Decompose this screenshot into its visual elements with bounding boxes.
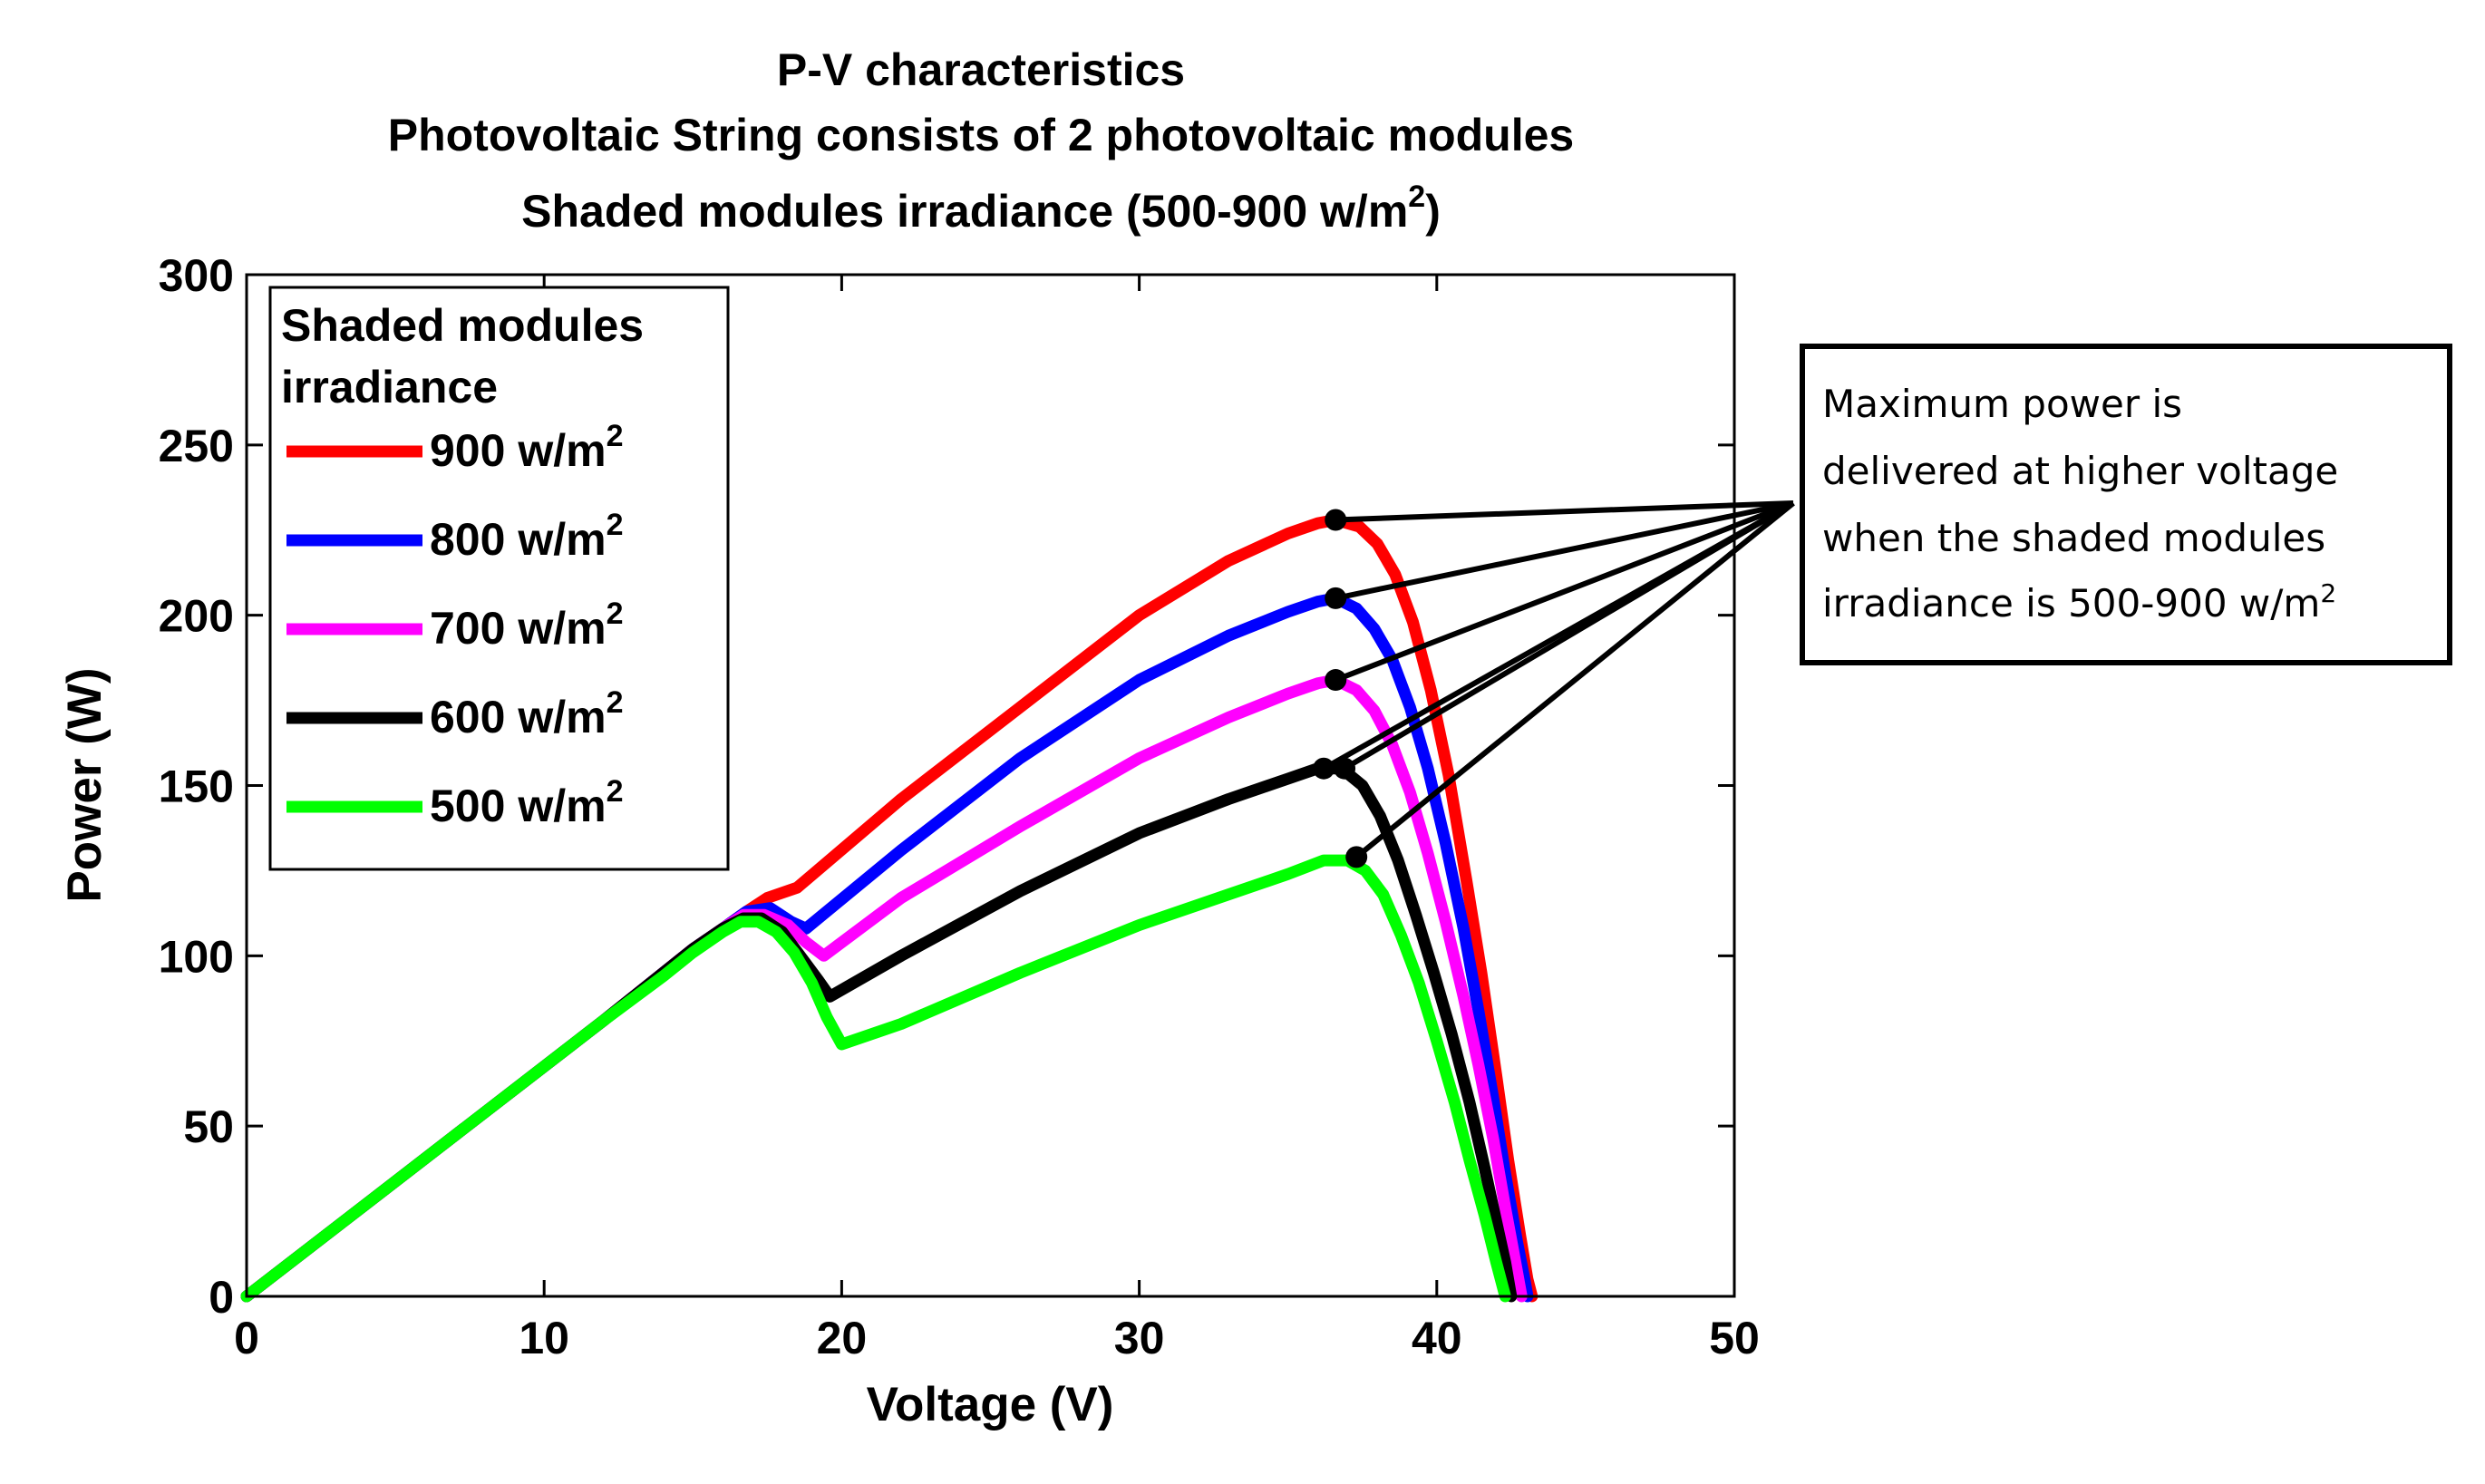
callout-leader-line: [1343, 500, 1795, 771]
annotation-line-4-text: irradiance is 500-900 w/m: [1822, 581, 2320, 626]
mpp-marker: [1345, 846, 1368, 868]
tick-group: 0 10 20 30 40 50 0 50 100 150 200 250 300: [159, 250, 1760, 1363]
mpp-marker: [1325, 669, 1347, 692]
x-tick-label: 0: [234, 1313, 259, 1363]
legend-label: 700 w/m2: [430, 597, 623, 654]
y-tick-label: 300: [159, 250, 234, 301]
mpp-marker: [1325, 509, 1347, 531]
legend-box: [268, 286, 730, 871]
annotation-callout: Maximum power is delivered at higher vol…: [1800, 344, 2452, 665]
callout-leader-line: [1335, 500, 1795, 683]
mpp-marker: [1334, 757, 1356, 780]
x-tick-label: 30: [1114, 1313, 1165, 1363]
legend-title-line-1: Shaded modules: [281, 300, 644, 351]
legend-label: 900 w/m2: [430, 419, 623, 476]
annotation-line-4-sup: 2: [2320, 578, 2336, 608]
y-tick-label: 250: [159, 421, 234, 471]
legend-label: 600 w/m2: [430, 685, 623, 742]
y-tick-label: 200: [159, 591, 234, 642]
annotation-line-4: irradiance is 500-900 w/m2: [1822, 578, 2336, 626]
legend-label-text: 600 w/m: [430, 692, 607, 742]
callout-group: [1313, 500, 1795, 868]
callout-leader-line: [1354, 500, 1795, 859]
chart-title-line-2: Photovoltaic String consists of 2 photov…: [388, 110, 1574, 160]
series-group: [240, 514, 1539, 1303]
mpp-marker: [1313, 757, 1335, 780]
mpp-marker: [1325, 587, 1347, 609]
series-line-500: [240, 854, 1511, 1303]
chart-title-line-1: P-V characteristics: [777, 44, 1185, 95]
x-tick-label: 20: [817, 1313, 868, 1363]
x-axis-label: Voltage (V): [867, 1378, 1114, 1431]
legend-label: 800 w/m2: [430, 508, 623, 565]
annotation-box: [1800, 344, 2452, 665]
chart-title-line-3: Shaded modules irradiance (500-900 w/m2): [521, 179, 1441, 237]
chart-title-line-3-sup: 2: [1408, 179, 1425, 214]
legend-label-sup: 2: [607, 508, 624, 542]
legend-label-sup: 2: [607, 419, 624, 453]
y-tick-label: 0: [209, 1272, 234, 1323]
annotation-line-2: delivered at higher voltage: [1822, 449, 2338, 493]
callout-leader-line: [1335, 500, 1794, 523]
x-tick-label: 10: [519, 1313, 569, 1363]
annotation-line-1: Maximum power is: [1822, 382, 2182, 426]
legend-label-sup: 2: [607, 597, 624, 631]
chart-title-line-3-end: ): [1425, 186, 1441, 237]
y-tick-label: 50: [183, 1101, 234, 1152]
legend-label-text: 800 w/m: [430, 514, 607, 565]
legend-label-sup: 2: [607, 685, 624, 720]
x-tick-label: 50: [1709, 1313, 1760, 1363]
legend-title-line-2: irradiance: [281, 362, 498, 412]
y-tick-label: 100: [159, 931, 234, 982]
y-tick-label: 150: [159, 761, 234, 812]
annotation-line-3: when the shaded modules: [1822, 516, 2325, 560]
legend-label-text: 700 w/m: [430, 603, 607, 654]
legend-label-sup: 2: [607, 774, 624, 809]
y-axis-label: Power (W): [58, 667, 112, 902]
legend-label: 500 w/m2: [430, 774, 623, 831]
legend-label-text: 500 w/m: [430, 781, 607, 831]
x-tick-label: 40: [1412, 1313, 1462, 1363]
chart-title-line-3-text: Shaded modules irradiance (500-900 w/m: [521, 186, 1408, 237]
callout-leader-line: [1335, 500, 1794, 601]
legend-label-text: 900 w/m: [430, 425, 607, 476]
